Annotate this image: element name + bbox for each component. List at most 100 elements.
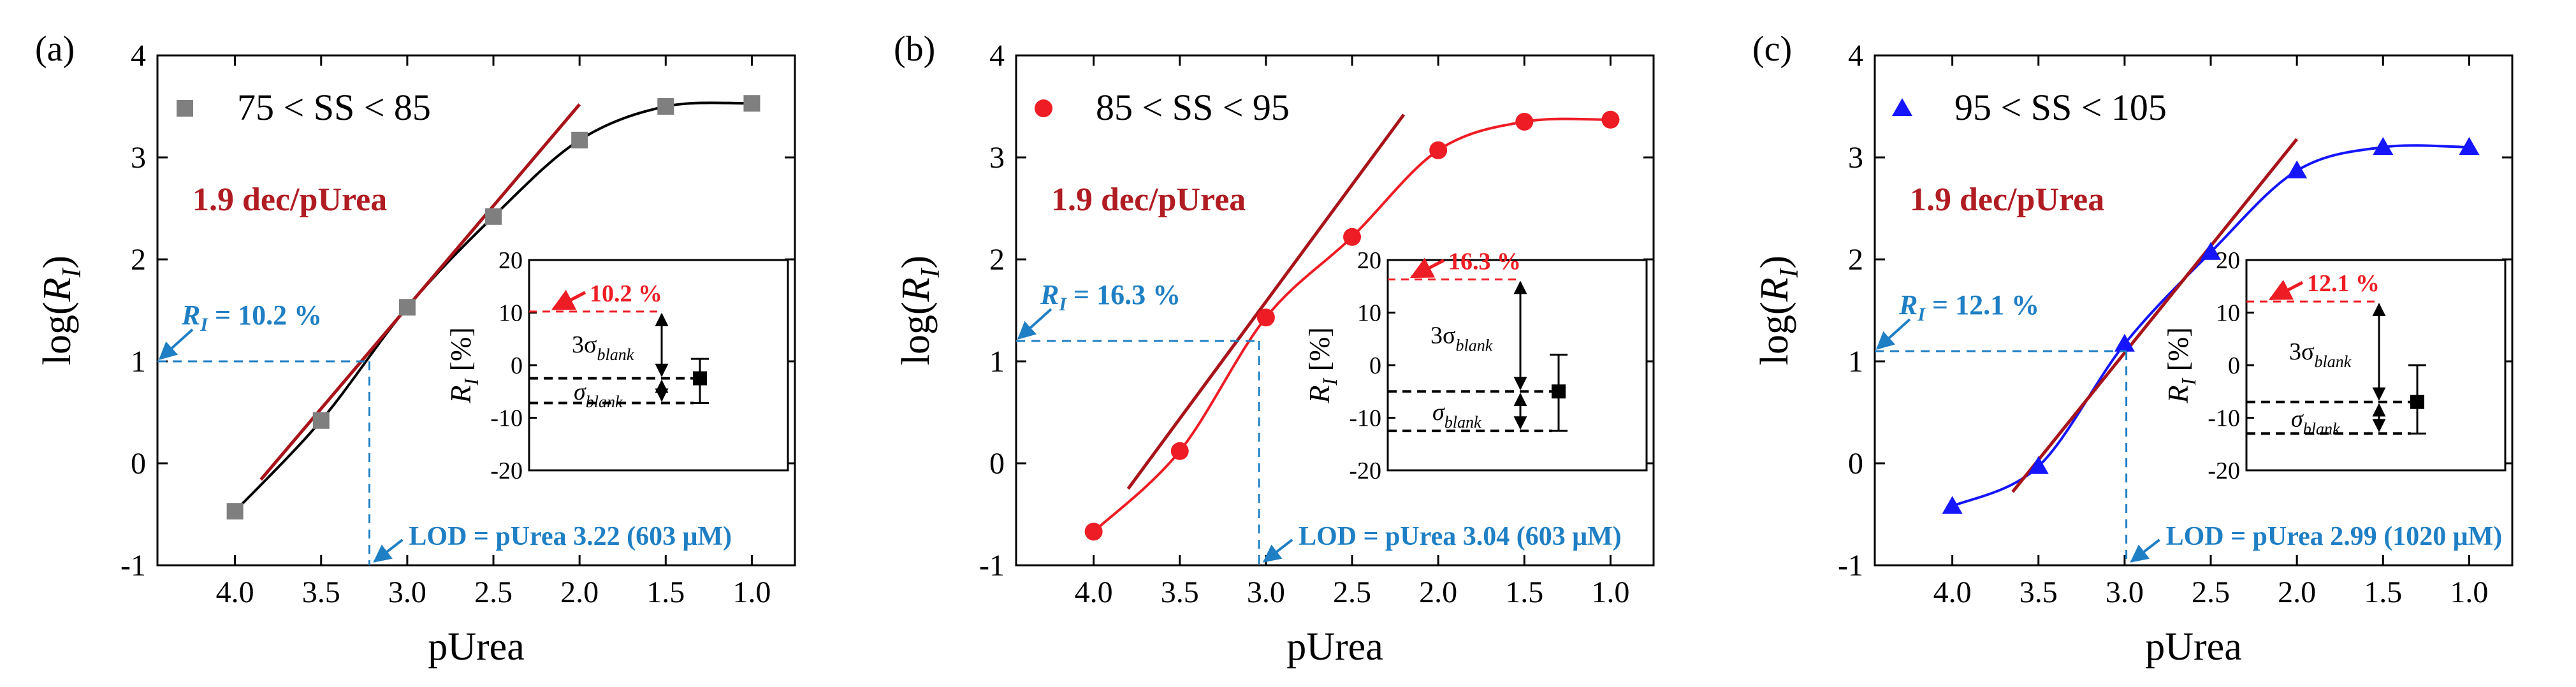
inset-blank-point — [1552, 384, 1566, 399]
x-tick-label: 2.5 — [1333, 575, 1371, 609]
panel-label: (c) — [1752, 29, 1792, 69]
slope-label: 1.9 dec/pUrea — [193, 182, 387, 218]
data-point — [226, 503, 244, 520]
inset-y-tick-label: 10 — [498, 300, 523, 327]
inset-y-tick-label: -10 — [1349, 405, 1381, 432]
x-tick-label: 1.5 — [1505, 575, 1543, 609]
x-tick-label: 3.5 — [302, 575, 340, 609]
data-point — [1084, 523, 1103, 541]
inset-y-axis-label: RI [%] — [2162, 327, 2200, 403]
lod-arrow — [2130, 539, 2160, 563]
inset-ri-arrow — [1409, 257, 1445, 278]
inset-y-tick-label: 20 — [1357, 247, 1381, 274]
inset-ri-label: 16.3 % — [1448, 249, 1521, 275]
plot-frame — [156, 54, 796, 567]
data-point — [2287, 160, 2308, 178]
x-tick-label: 3.5 — [1161, 575, 1199, 609]
lod-label: LOD = pUrea 2.99 (1020 μM) — [2166, 522, 2503, 551]
inset-y-tick-label: -10 — [2208, 405, 2240, 432]
x-tick-label: 3.0 — [1247, 575, 1285, 609]
slope-label: 1.9 dec/pUrea — [1910, 182, 2104, 218]
data-point — [1429, 141, 1448, 159]
data-point — [571, 131, 588, 148]
inset-blank-point — [693, 371, 707, 386]
data-point — [2028, 456, 2049, 474]
inset-blank-point — [2410, 394, 2424, 409]
y-tick-label: 1 — [131, 345, 146, 379]
data-point — [2114, 333, 2135, 352]
inset-y-tick-label: -20 — [2208, 458, 2240, 484]
data-point — [2201, 242, 2222, 260]
legend-marker — [1892, 98, 1912, 116]
y-tick-label: 3 — [989, 141, 1005, 175]
ri-arrow — [1017, 308, 1052, 340]
inset-y-tick-label: 10 — [1357, 300, 1381, 327]
data-point — [1170, 442, 1189, 460]
y-axis-label: log(RI) — [1753, 256, 1804, 365]
inset-y-tick-label: 20 — [2216, 247, 2240, 274]
lod-label: LOD = pUrea 3.22 (603 μM) — [409, 522, 732, 551]
x-tick-label: 2.5 — [474, 575, 513, 609]
legend-label: 95 < SS < 105 — [1954, 87, 2167, 128]
x-axis-label: pUrea — [2145, 625, 2241, 669]
plot-frame — [1015, 54, 1655, 567]
lod-label: LOD = pUrea 3.04 (603 μM) — [1299, 522, 1622, 551]
plot-frame — [1874, 54, 2514, 567]
data-point — [743, 95, 760, 112]
linear-fit-line — [2011, 138, 2299, 493]
y-tick-label: 4 — [131, 39, 146, 73]
panel-label: (a) — [35, 29, 75, 69]
x-tick-label: 1.0 — [2450, 575, 2488, 609]
x-tick-label: 3.0 — [388, 575, 426, 609]
inset-y-axis-label: RI [%] — [444, 327, 483, 403]
x-axis-label: pUrea — [1286, 625, 1383, 669]
x-tick-label: 1.0 — [1591, 575, 1629, 609]
lod-arrow — [1262, 539, 1293, 563]
y-tick-label: 1 — [989, 345, 1005, 379]
y-tick-label: 4 — [989, 39, 1005, 73]
inset-sigma-label: σblank — [2291, 406, 2340, 438]
legend-label: 85 < SS < 95 — [1096, 87, 1290, 128]
legend-label: 75 < SS < 85 — [237, 87, 431, 128]
data-point — [1942, 496, 1963, 514]
x-tick-label: 2.0 — [1419, 575, 1457, 609]
inset-ri-label: 12.1 % — [2307, 270, 2380, 297]
x-tick-label: 4.0 — [1075, 575, 1113, 609]
inset-y-tick-label: 10 — [2216, 300, 2240, 327]
data-point — [657, 98, 674, 115]
inset-3sigma-label: 3σblank — [572, 331, 634, 364]
y-axis-label: log(RI) — [36, 256, 87, 365]
x-tick-label: 2.0 — [560, 575, 599, 609]
x-tick-label: 3.0 — [2106, 575, 2144, 609]
ri-label: RI = 10.2 % — [181, 300, 322, 335]
lod-arrow — [373, 539, 404, 563]
data-point — [312, 412, 330, 429]
inset-ri-label: 10.2 % — [590, 280, 662, 307]
inset-ri-arrow — [2268, 280, 2304, 301]
y-tick-label: 2 — [989, 243, 1005, 277]
x-tick-label: 3.5 — [2019, 575, 2058, 609]
y-tick-label: 0 — [1848, 447, 1863, 481]
data-point — [1256, 308, 1275, 327]
ri-arrow — [1875, 318, 1911, 350]
inset-3sigma-label: 3σblank — [2289, 338, 2352, 371]
y-tick-label: 3 — [1848, 141, 1863, 175]
inset-sigma-label: σblank — [574, 379, 623, 411]
inset-y-tick-label: 20 — [498, 247, 523, 274]
panel-label: (b) — [894, 29, 935, 69]
x-tick-label: 2.5 — [2192, 575, 2230, 609]
ri-label: RI = 12.1 % — [1898, 289, 2039, 325]
inset-y-tick-label: -10 — [490, 405, 523, 432]
data-point — [2459, 137, 2480, 155]
y-axis-label: log(RI) — [894, 256, 945, 365]
x-axis-label: pUrea — [428, 625, 524, 669]
data-point — [398, 299, 416, 316]
y-tick-label: 4 — [1848, 39, 1863, 73]
x-tick-label: 4.0 — [1933, 575, 1972, 609]
slope-label: 1.9 dec/pUrea — [1051, 182, 1246, 218]
ri-arrow — [158, 328, 194, 360]
inset-y-tick-label: 0 — [511, 352, 523, 379]
